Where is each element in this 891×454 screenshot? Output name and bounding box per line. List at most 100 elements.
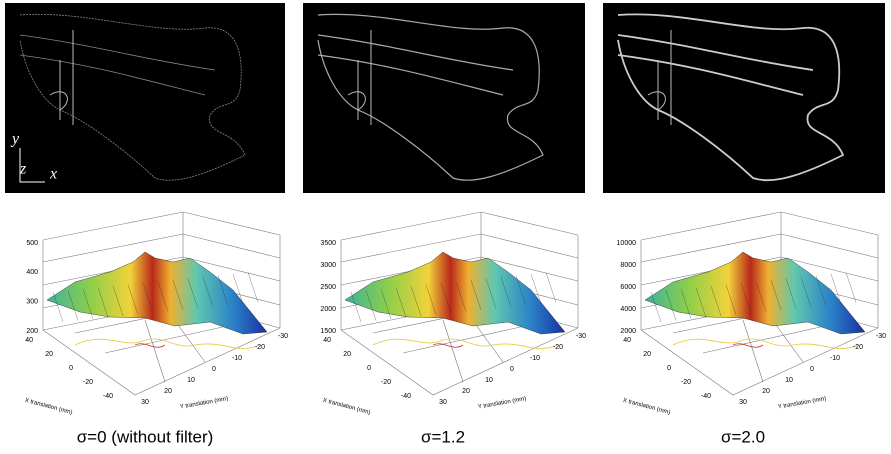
- y-tick-label: -30: [576, 333, 586, 340]
- surface-mesh: [440, 282, 452, 314]
- z-tick-label: 8000: [620, 262, 636, 269]
- y-tick-label: 30: [739, 399, 747, 406]
- box-line: [42, 233, 281, 263]
- z-tick-label: 10000: [617, 240, 637, 247]
- z-tick-label: 500: [26, 240, 38, 247]
- caption: σ=0 (without filter): [77, 427, 214, 446]
- x-axis-label: X translation (mm): [322, 398, 371, 416]
- box-line: [742, 319, 764, 383]
- contour: [134, 343, 166, 348]
- box-line: [640, 211, 879, 241]
- surface-mesh: [740, 282, 752, 314]
- box-line: [702, 321, 844, 354]
- box-line: [402, 321, 544, 354]
- x-tick-label: 0: [367, 365, 371, 372]
- surface-mesh: [187, 278, 199, 309]
- surface-mesh: [365, 290, 377, 321]
- box-line: [42, 327, 281, 396]
- z-tick-label: 4000: [620, 306, 636, 313]
- surface-mesh: [665, 290, 677, 321]
- surface-mesh: [217, 275, 229, 306]
- y-tick-label: -10: [232, 355, 242, 362]
- y-tick-label: 0: [510, 366, 514, 373]
- bone-shaft: [19, 34, 216, 96]
- bone-image: [303, 3, 585, 193]
- box-line: [144, 319, 166, 383]
- surface-mesh: [500, 276, 512, 308]
- surface-mesh: [800, 276, 812, 308]
- y-tick-label: 20: [164, 388, 172, 395]
- bone-image: [603, 3, 885, 193]
- surface-mesh: [112, 285, 124, 317]
- surface-mesh: [395, 287, 407, 318]
- surface-mesh: [650, 291, 662, 323]
- y-tick-label: -20: [553, 344, 563, 351]
- contour: [672, 338, 859, 349]
- y-tick-label: 10: [785, 377, 793, 384]
- box-line: [104, 321, 246, 354]
- box-line: [640, 233, 879, 263]
- surface-mesh: [785, 278, 797, 309]
- x-tick-label: 20: [343, 351, 351, 358]
- surface-mesh: [545, 272, 557, 303]
- y-tick-label: 0: [212, 366, 216, 373]
- surface-mesh: [725, 284, 737, 315]
- y-tick-label: 10: [485, 377, 493, 384]
- x-axis-label: X translation (mm): [622, 398, 671, 416]
- y-tick-label: -30: [278, 333, 288, 340]
- z-tick-label: 3000: [320, 262, 336, 269]
- axis-label-z: z: [19, 161, 27, 178]
- y-axis-label: Y translation (mm): [778, 396, 827, 410]
- x-tick-label: -40: [103, 393, 113, 400]
- surface-mesh: [470, 279, 482, 311]
- surface-mesh: [172, 279, 184, 311]
- z-tick-label: 2000: [320, 306, 336, 313]
- z-tick-label: 3500: [320, 240, 336, 247]
- box-line: [340, 256, 579, 286]
- caption: σ=2.0: [721, 427, 765, 446]
- z-tick-label: 400: [26, 269, 38, 276]
- surface-mesh: [710, 285, 722, 317]
- surface-mesh: [52, 291, 64, 323]
- z-tick-label: 200: [26, 328, 38, 335]
- surface-mesh: [380, 288, 392, 320]
- bone-shaft: [617, 34, 814, 96]
- x-tick-label: -20: [381, 379, 391, 386]
- box-line: [340, 233, 579, 263]
- axis-triad: [19, 148, 45, 183]
- x-tick-label: -40: [401, 393, 411, 400]
- box-line: [640, 327, 879, 396]
- box-line: [442, 319, 464, 383]
- panel: 3500 3000 2500 2000 1500 40 20 0 -20 -40 30 20 10 0 -1…: [303, 3, 586, 446]
- contour: [74, 338, 261, 349]
- x-tick-label: -40: [701, 393, 711, 400]
- surface-mesh: [830, 273, 842, 305]
- bone-outline: [617, 13, 845, 182]
- surface-mesh: [695, 287, 707, 318]
- surface-mesh: [157, 281, 169, 312]
- y-axis-label: Y translation (mm): [180, 396, 229, 410]
- y-tick-label: -10: [830, 355, 840, 362]
- surface: [644, 251, 866, 335]
- z-tick-label: 2000: [620, 328, 636, 335]
- surface-mesh: [97, 287, 109, 318]
- y-tick-label: -20: [853, 344, 863, 351]
- y-tick-label: -20: [255, 344, 265, 351]
- y-tick-label: 20: [762, 388, 770, 395]
- surface-mesh: [530, 273, 542, 305]
- surface-mesh: [410, 285, 422, 317]
- surface-mesh: [485, 278, 497, 309]
- bone-shaft: [317, 34, 514, 96]
- z-tick-label: 6000: [620, 284, 636, 291]
- y-axis-label: Y translation (mm): [478, 396, 527, 410]
- surface-mesh: [815, 275, 827, 306]
- box-line: [42, 256, 281, 286]
- bone-image: [5, 3, 285, 193]
- box-line: [340, 211, 579, 241]
- x-tick-label: -20: [681, 379, 691, 386]
- surface-mesh: [770, 279, 782, 311]
- bone-outline: [317, 13, 544, 181]
- surface-mesh: [425, 284, 437, 315]
- x-tick-label: 40: [323, 337, 331, 344]
